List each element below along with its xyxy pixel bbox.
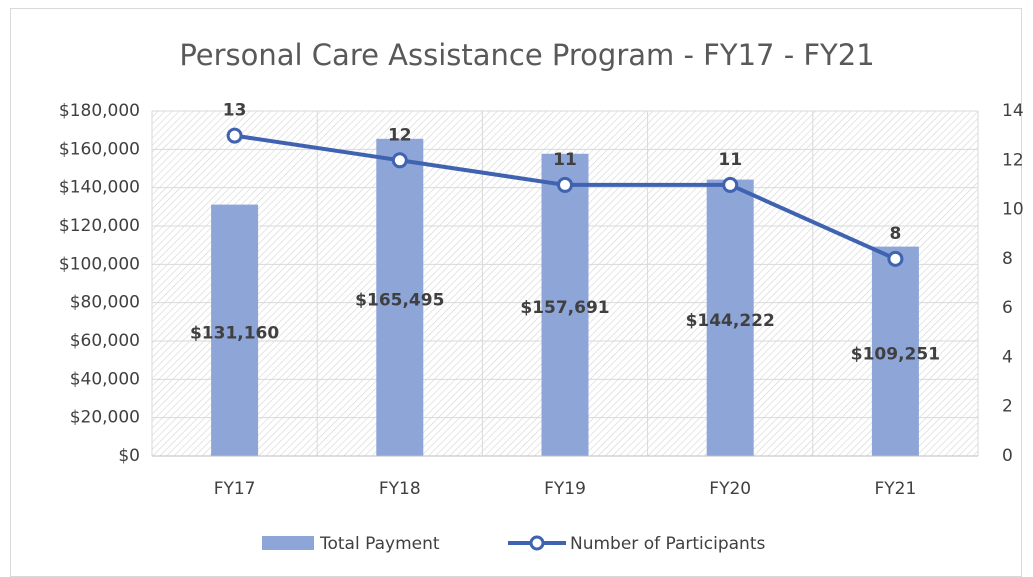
bar bbox=[541, 153, 589, 456]
line-point bbox=[226, 127, 243, 144]
y-tick-label: $60,000 bbox=[70, 331, 140, 351]
legend-label: Number of Participants bbox=[570, 534, 765, 554]
line-point bbox=[887, 250, 904, 267]
y2-tick-label: 10 bbox=[1002, 200, 1024, 220]
bar bbox=[871, 246, 919, 456]
x-tick-label: FY17 bbox=[214, 479, 256, 499]
y-tick-label: $80,000 bbox=[70, 293, 140, 313]
line-value-label: 12 bbox=[388, 125, 412, 145]
y-tick-label: $0 bbox=[118, 446, 140, 466]
y2-tick-label: 8 bbox=[1002, 249, 1013, 269]
line-point bbox=[391, 152, 408, 169]
bar bbox=[211, 204, 259, 456]
line-point bbox=[722, 176, 739, 193]
y-tick-label: $40,000 bbox=[70, 369, 140, 389]
y-tick-label: $160,000 bbox=[59, 139, 140, 159]
bar-value-label: $109,251 bbox=[851, 344, 940, 364]
line-value-label: 8 bbox=[889, 224, 901, 244]
bar-value-label: $144,222 bbox=[686, 311, 775, 331]
x-tick-label: FY20 bbox=[709, 479, 751, 499]
y2-tick-label: 2 bbox=[1002, 397, 1013, 417]
y-tick-label: $20,000 bbox=[70, 408, 140, 428]
legend-label: Total Payment bbox=[319, 534, 440, 554]
y2-tick-label: 0 bbox=[1002, 446, 1013, 466]
y-tick-label: $140,000 bbox=[59, 178, 140, 198]
bar bbox=[706, 179, 754, 456]
y2-tick-label: 14 bbox=[1002, 101, 1024, 121]
legend-swatch bbox=[262, 536, 314, 550]
bar-value-label: $131,160 bbox=[190, 323, 279, 343]
chart-title: Personal Care Assistance Program - FY17 … bbox=[179, 38, 874, 72]
x-tick-label: FY18 bbox=[379, 479, 421, 499]
y-tick-label: $180,000 bbox=[59, 101, 140, 121]
x-tick-label: FY19 bbox=[544, 479, 586, 499]
x-tick-label: FY21 bbox=[875, 479, 917, 499]
bar bbox=[376, 138, 424, 456]
y2-tick-label: 6 bbox=[1002, 298, 1013, 318]
y2-tick-label: 4 bbox=[1002, 347, 1013, 367]
bar-value-label: $165,495 bbox=[355, 290, 444, 310]
legend-swatch-point bbox=[529, 535, 545, 551]
line-value-label: 11 bbox=[718, 150, 742, 170]
line-value-label: 11 bbox=[553, 150, 577, 170]
y2-tick-label: 12 bbox=[1002, 150, 1024, 170]
y-tick-label: $120,000 bbox=[59, 216, 140, 236]
bar-value-label: $157,691 bbox=[520, 298, 609, 318]
line-value-label: 13 bbox=[223, 101, 247, 121]
y-tick-label: $100,000 bbox=[59, 254, 140, 274]
line-point bbox=[557, 176, 573, 193]
